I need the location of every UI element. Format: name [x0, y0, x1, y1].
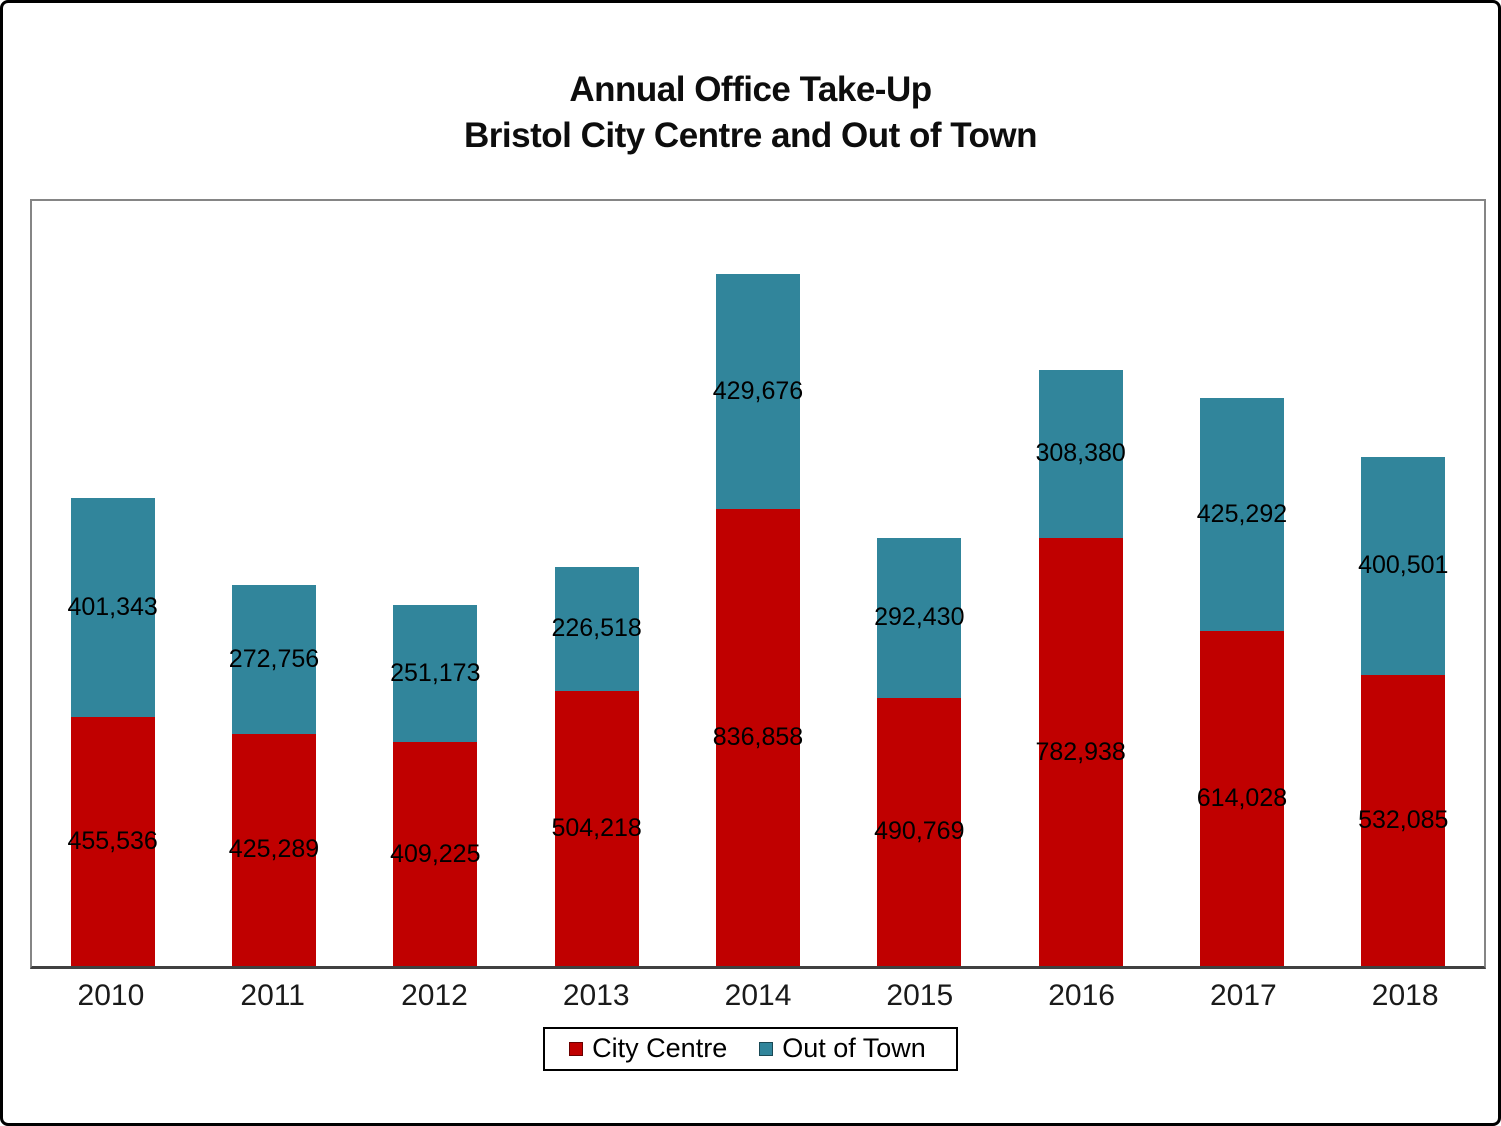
bar-2018: 400,501 532,085 [1323, 201, 1484, 966]
data-label-out-of-town-2011: 272,756 [228, 644, 320, 673]
bar-segment-city-centre-2016: 782,938 [1035, 538, 1126, 966]
data-label-city-centre-2010: 455,536 [67, 827, 158, 856]
plot-area: 401,343 455,536 272,756 425,289 251,173 409,2… [30, 199, 1486, 969]
data-label-city-centre-2013: 504,218 [551, 813, 642, 842]
bar-2014: 429,676 836,858 [677, 201, 838, 966]
bar-segment-out-of-town-2016: 308,380 [1035, 369, 1126, 539]
bar-columns: 401,343 455,536 272,756 425,289 251,173 409,2… [32, 201, 1484, 966]
bar-segment-city-centre-2014: 836,858 [712, 508, 804, 966]
legend-label-out-of-town: Out of Town [782, 1033, 926, 1063]
legend-item-city-centre: City Centre [569, 1035, 727, 1062]
x-axis-label-2016: 2016 [1048, 979, 1115, 1012]
data-label-city-centre-2016: 782,938 [1035, 737, 1126, 766]
x-axis-label-2012: 2012 [401, 979, 468, 1012]
chart-title-line2: Bristol City Centre and Out of Town [464, 116, 1037, 155]
bar-segment-out-of-town-2015: 292,430 [874, 538, 965, 698]
bar-segment-city-centre-2010: 455,536 [67, 717, 158, 966]
city-centre-swatch-icon [569, 1041, 584, 1056]
bar-segment-out-of-town-2012: 251,173 [390, 605, 481, 743]
legend-label-city-centre: City Centre [592, 1033, 728, 1063]
data-label-out-of-town-2018: 400,501 [1358, 551, 1449, 580]
x-axis-label-2015: 2015 [886, 979, 954, 1012]
bar-segment-city-centre-2013: 504,218 [551, 690, 642, 966]
bar-segment-out-of-town-2010: 401,343 [67, 497, 158, 718]
data-label-city-centre-2014: 836,858 [712, 722, 804, 751]
x-axis-labels: 2010 2011 2012 2013 2014 2015 2016 2017 2018 [30, 979, 1486, 1013]
bar-segment-city-centre-2018: 532,085 [1358, 675, 1449, 966]
bar-segment-out-of-town-2013: 226,518 [551, 566, 642, 691]
x-axis-label-2013: 2013 [562, 979, 630, 1012]
data-label-out-of-town-2015: 292,430 [874, 603, 965, 632]
bar-2015: 292,430 490,769 [839, 201, 1000, 966]
data-label-out-of-town-2012: 251,173 [390, 659, 481, 688]
data-label-city-centre-2017: 614,028 [1196, 783, 1288, 812]
out-of-town-swatch-icon [759, 1041, 774, 1056]
data-label-out-of-town-2010: 401,343 [67, 592, 158, 621]
data-label-out-of-town-2014: 429,676 [712, 376, 804, 405]
data-label-city-centre-2015: 490,769 [874, 817, 965, 846]
bar-segment-out-of-town-2011: 272,756 [228, 584, 320, 734]
bar-segment-city-centre-2015: 490,769 [874, 697, 965, 966]
bar-segment-out-of-town-2014: 429,676 [712, 273, 804, 509]
bar-2011: 272,756 425,289 [193, 201, 354, 966]
bar-2012: 251,173 409,225 [355, 201, 516, 966]
legend-item-out-of-town: Out of Town [759, 1035, 926, 1062]
bar-segment-city-centre-2017: 614,028 [1196, 630, 1288, 966]
data-label-city-centre-2012: 409,225 [390, 839, 481, 868]
data-label-out-of-town-2013: 226,518 [551, 614, 642, 643]
bar-2013: 226,518 504,218 [516, 201, 677, 966]
x-axis-label-2010: 2010 [77, 979, 145, 1012]
x-axis-label-2018: 2018 [1371, 979, 1439, 1012]
x-axis-label-2017: 2017 [1209, 979, 1277, 1012]
data-label-out-of-town-2016: 308,380 [1035, 439, 1126, 468]
bar-2010: 401,343 455,536 [32, 201, 193, 966]
data-label-city-centre-2011: 425,289 [228, 835, 320, 864]
legend: City Centre Out of Town [543, 1027, 958, 1071]
chart-title: Annual Office Take-Up Bristol City Centr… [3, 67, 1498, 159]
x-axis-label-2011: 2011 [240, 979, 305, 1012]
x-axis-label-2014: 2014 [724, 979, 792, 1012]
bar-segment-city-centre-2011: 425,289 [228, 733, 320, 966]
bar-segment-out-of-town-2018: 400,501 [1358, 456, 1449, 676]
bar-2017: 425,292 614,028 [1161, 201, 1322, 966]
bar-2016: 308,380 782,938 [1000, 201, 1161, 966]
data-label-out-of-town-2017: 425,292 [1196, 499, 1288, 528]
legend-wrap: City Centre Out of Town [3, 1027, 1498, 1071]
chart-title-line1: Annual Office Take-Up [569, 70, 932, 109]
bar-segment-city-centre-2012: 409,225 [390, 742, 481, 966]
bar-segment-out-of-town-2017: 425,292 [1196, 398, 1288, 631]
data-label-city-centre-2018: 532,085 [1358, 806, 1449, 835]
